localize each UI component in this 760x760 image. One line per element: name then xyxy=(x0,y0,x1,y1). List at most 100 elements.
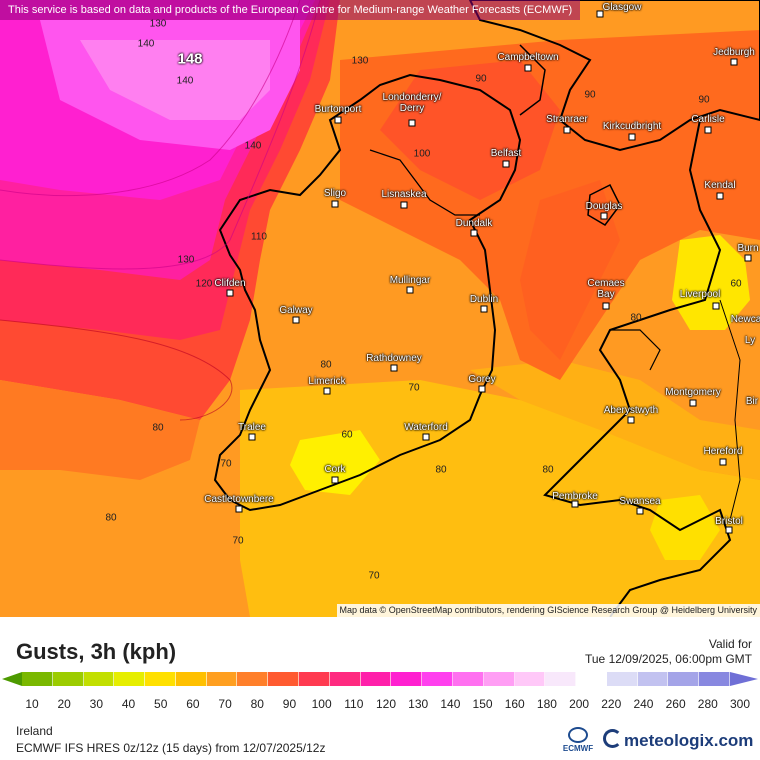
scale-tick-label: 40 xyxy=(121,697,136,711)
city-label[interactable]: Gorey xyxy=(468,374,496,385)
city-marker xyxy=(571,500,579,508)
meteologix-icon xyxy=(603,729,622,748)
scale-swatch xyxy=(422,672,453,686)
meteologix-logo[interactable]: meteologix.com xyxy=(603,729,753,751)
scale-swatch xyxy=(206,672,238,686)
contour-label: 130 xyxy=(351,55,369,67)
city-label[interactable]: Douglas xyxy=(585,201,623,212)
scale-tick-label: 30 xyxy=(89,697,104,711)
scale-ticks: 10 20 30 40 50 60 70 80 90 100 110 120 130 140 150 160 1… xyxy=(22,697,750,711)
city-label[interactable]: Stranraer xyxy=(546,114,588,125)
city-label[interactable]: Dundalk xyxy=(455,218,493,229)
contour-label: 70 xyxy=(220,458,232,470)
city-label[interactable]: Swansea xyxy=(619,496,661,507)
city-label[interactable]: Burtonport xyxy=(314,104,362,115)
city-label[interactable]: Cork xyxy=(324,464,346,475)
city-label[interactable]: Burn xyxy=(737,243,759,254)
scale-tick-label: 110 xyxy=(344,697,364,711)
scale-tick-label: 100 xyxy=(311,697,332,711)
contour-label: 140 xyxy=(137,38,155,50)
contour-label: 70 xyxy=(232,535,244,547)
city-label[interactable]: Cemaes xyxy=(587,278,625,289)
contour-label: 80 xyxy=(152,422,164,434)
contour-label: 80 xyxy=(320,359,332,371)
scale-max-arrow xyxy=(730,672,758,686)
city-label[interactable]: Clifden xyxy=(214,278,246,289)
city-marker xyxy=(331,476,339,484)
meteologix-brand: meteologix.com xyxy=(624,731,754,750)
city-label[interactable]: Galway xyxy=(279,305,313,316)
valid-time[interactable]: Tue 12/09/2025, 06:00pm GMT xyxy=(585,652,752,666)
contour-label: 80 xyxy=(105,512,117,524)
map-canvas xyxy=(0,0,760,617)
legend-panel: Gusts, 3h (kph) Valid for Tue 12/09/2025… xyxy=(0,617,760,760)
city-label[interactable]: Mullingar xyxy=(389,275,431,286)
scale-tick-label: 60 xyxy=(186,697,200,711)
scale-swatch xyxy=(668,672,700,686)
contour-label: 60 xyxy=(730,278,742,290)
city-label[interactable]: Bristol xyxy=(715,516,743,527)
contour-label: 90 xyxy=(584,89,596,101)
city-label[interactable]: Londonderry/ xyxy=(382,92,442,103)
city-label[interactable]: Liverpool xyxy=(679,289,721,300)
city-label[interactable]: Aberystwyth xyxy=(603,405,659,416)
city-label[interactable]: Jedburgh xyxy=(713,47,755,58)
contour-label: 90 xyxy=(475,73,487,85)
scale-tick-label: 200 xyxy=(569,697,590,711)
map-attribution: Map data © OpenStreetMap contributors, r… xyxy=(336,604,760,617)
ecmwf-banner: This service is based on data and produc… xyxy=(0,0,581,20)
contour-label: 110 xyxy=(251,231,267,243)
city-marker xyxy=(627,416,635,424)
contour-label: 80 xyxy=(630,312,642,324)
scale-min-arrow xyxy=(2,672,22,686)
scale-swatch xyxy=(114,672,146,686)
city-label[interactable]: Tralee xyxy=(238,422,266,433)
city-marker xyxy=(248,433,256,441)
scale-tick-label: 20 xyxy=(57,697,71,711)
city-marker xyxy=(406,286,414,294)
scale-swatch xyxy=(83,672,115,686)
scale-tick-label: 140 xyxy=(440,697,461,711)
city-marker xyxy=(408,119,416,127)
city-label[interactable]: Montgomery xyxy=(665,387,721,398)
city-label[interactable]: Limerick xyxy=(308,376,346,387)
city-label[interactable]: Bir xyxy=(745,396,759,407)
city-label[interactable]: Hereford xyxy=(703,446,743,457)
city-marker xyxy=(744,254,752,262)
city-label[interactable]: Pembroke xyxy=(552,491,598,502)
city-marker xyxy=(596,10,604,18)
contour-label: 90 xyxy=(698,94,710,106)
city-marker xyxy=(712,302,720,310)
city-label[interactable]: Kirkcudbright xyxy=(602,121,662,132)
city-marker xyxy=(716,192,724,200)
contour-label: 70 xyxy=(368,570,380,582)
city-label[interactable]: Castletownbere xyxy=(204,494,274,505)
valid-label: Valid for xyxy=(708,637,752,651)
city-label[interactable]: Lisnaskea xyxy=(381,189,427,200)
city-label[interactable]: Kendal xyxy=(704,180,736,191)
city-label[interactable]: Campbeltown xyxy=(497,52,559,63)
city-label-line2: Derry xyxy=(399,103,425,114)
scale-tick-label: 90 xyxy=(282,697,297,711)
city-label[interactable]: Sligo xyxy=(323,188,347,199)
city-label[interactable]: Rathdowney xyxy=(366,353,422,364)
contour-label: 60 xyxy=(341,429,353,441)
city-label[interactable]: Glasgow xyxy=(602,2,642,13)
city-label[interactable]: Waterford xyxy=(404,422,448,433)
city-marker xyxy=(725,526,733,534)
gust-map[interactable]: This service is based on data and produc… xyxy=(0,0,760,617)
ecmwf-logo[interactable]: ECMWF xyxy=(560,727,596,753)
city-label-line2: Bay xyxy=(597,289,615,300)
city-label[interactable]: Belfast xyxy=(490,148,522,159)
scale-swatch xyxy=(299,672,330,686)
scale-tick-label: 150 xyxy=(472,697,493,711)
city-marker xyxy=(636,507,644,515)
contour-label: 140 xyxy=(244,140,262,152)
city-label[interactable]: Dublin xyxy=(469,294,499,305)
contour-label: 70 xyxy=(408,382,420,394)
city-label[interactable]: Newca xyxy=(730,314,760,325)
city-label[interactable]: Carlisle xyxy=(691,114,725,125)
city-marker xyxy=(478,385,486,393)
city-marker xyxy=(480,305,488,313)
scale-swatch xyxy=(329,672,361,686)
